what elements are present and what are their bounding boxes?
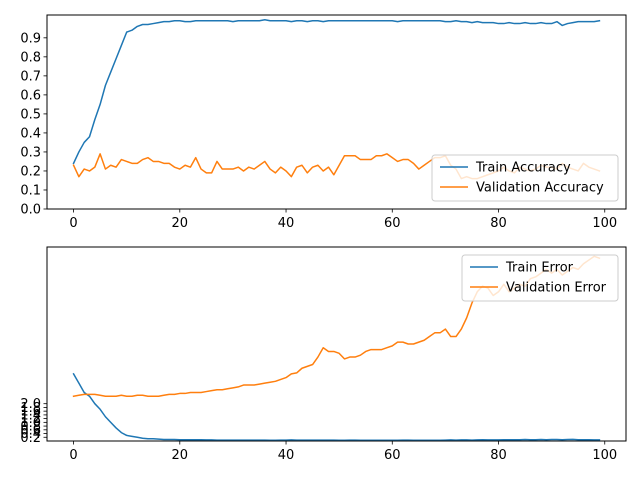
- legend-box: [431, 154, 619, 202]
- series-line-1: [72, 372, 601, 441]
- legend-box: [461, 254, 619, 302]
- x-tick-label: 60: [384, 216, 401, 231]
- y-tick-label: 1.4: [20, 408, 41, 423]
- y-tick-label: 0.2: [20, 164, 41, 179]
- y-tick-label: 0.6: [20, 423, 41, 438]
- legend-label-1: Train Error: [505, 261, 574, 276]
- x-tick-label: 60: [384, 448, 401, 463]
- chart-2: 0 20 40 60 80 100 0.20.40.60.81.01.21.41.61.82…: [20, 246, 627, 463]
- series-line-1: [72, 19, 601, 165]
- axes-frame: [46, 246, 627, 442]
- y-tick-label: 0.5: [20, 107, 41, 122]
- x-tick-label: 80: [490, 216, 507, 231]
- y-tick-label: 1.6: [20, 405, 41, 420]
- axes-frame: [46, 14, 627, 210]
- y-tick-label: 0.4: [20, 427, 41, 442]
- x-tick-label: 20: [172, 216, 189, 231]
- chart-1: 0 20 40 60 80 100 0.0 0.1 0.2 0.3 0.4 0.5 0.6 0.7 0.8 0…: [20, 14, 627, 231]
- y-tick-label: 0.7: [20, 69, 41, 84]
- charts-group: 0 20 40 60 80 1000.00.10.20.30.40.50.60.70.80…: [20, 14, 627, 463]
- x-tick-label: 20: [172, 448, 189, 463]
- y-tick-label: 0.0: [20, 203, 41, 218]
- y-tick-label: 0.9: [20, 31, 41, 46]
- y-tick-label: 0.1: [20, 183, 41, 198]
- y-tick-label: 1.2: [20, 412, 41, 427]
- y-tick-label: 0.2: [20, 431, 41, 446]
- x-tick-label: 80: [490, 448, 507, 463]
- x-tick-label: 0: [69, 216, 77, 231]
- y-tick-label: 0.4: [20, 126, 41, 141]
- legend-label-1: Train Accuracy: [475, 161, 571, 176]
- x-tick-label: 40: [278, 216, 295, 231]
- x-tick-label: 100: [592, 216, 617, 231]
- y-tick-label: 0.3: [20, 145, 41, 160]
- legend-label-2: Validation Accuracy: [476, 181, 604, 196]
- x-tick-label: 40: [278, 448, 295, 463]
- y-tick-label: 1.8: [20, 401, 41, 416]
- x-tick-label: 100: [592, 448, 617, 463]
- y-tick-label: 1.0: [20, 416, 41, 431]
- y-tick-label: 0.8: [20, 420, 41, 435]
- y-tick-label: 2.0: [20, 397, 41, 412]
- y-tick-label: 0.8: [20, 50, 41, 65]
- legend: Train Accuracy Validation Accuracy: [431, 154, 619, 202]
- x-tick-label: 0: [69, 448, 77, 463]
- legend: Train Error Validation Error: [461, 254, 619, 302]
- y-tick-label: 0.6: [20, 88, 41, 103]
- legend-label-2: Validation Error: [506, 281, 607, 296]
